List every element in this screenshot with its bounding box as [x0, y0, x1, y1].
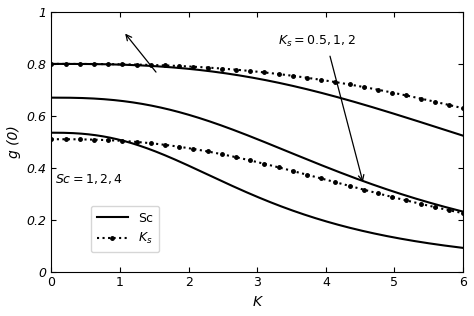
Text: $K_s = 0.5, 1, 2$: $K_s = 0.5, 1, 2$ — [278, 34, 356, 49]
Legend: Sc, $K_s$: Sc, $K_s$ — [91, 205, 159, 252]
X-axis label: K: K — [253, 295, 262, 309]
Text: $Sc = 1, 2, 4$: $Sc = 1, 2, 4$ — [55, 173, 123, 186]
Y-axis label: g (0): g (0) — [7, 125, 21, 158]
